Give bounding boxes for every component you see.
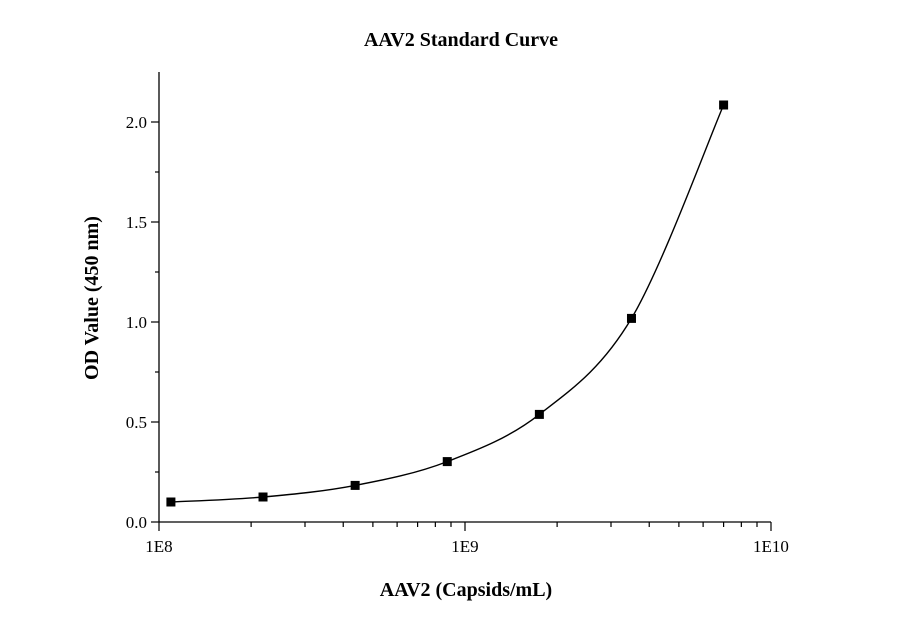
data-point [719,100,729,110]
y-axis-label: OD Value (450 nm) [81,216,103,380]
y-tick-label: 1.5 [126,213,147,232]
y-axis-ticks: 0.0 0.5 1.0 1.5 2.0 [126,113,159,532]
data-point [534,409,544,419]
y-tick-label: 2.0 [126,113,147,132]
x-axis-ticks: 1E8 1E9 1E10 [145,522,789,556]
data-points [166,100,729,507]
fit-curve-line [170,104,725,503]
chart-title: AAV2 Standard Curve [364,29,558,51]
data-point [442,457,452,467]
x-axis-label: AAV2 (Capsids/mL) [380,579,552,601]
x-tick-label: 1E9 [451,537,478,556]
plot-area: 0.0 0.5 1.0 1.5 2.0 1E8 1E9 1E10 [126,72,789,556]
x-tick-label: 1E10 [753,537,789,556]
y-tick-label: 1.0 [126,313,147,332]
y-tick-label: 0.0 [126,513,147,532]
data-point [350,480,360,490]
data-point [626,313,636,323]
data-point [166,497,176,507]
y-tick-label: 0.5 [126,413,147,432]
data-point [258,492,268,502]
x-tick-label: 1E8 [145,537,172,556]
